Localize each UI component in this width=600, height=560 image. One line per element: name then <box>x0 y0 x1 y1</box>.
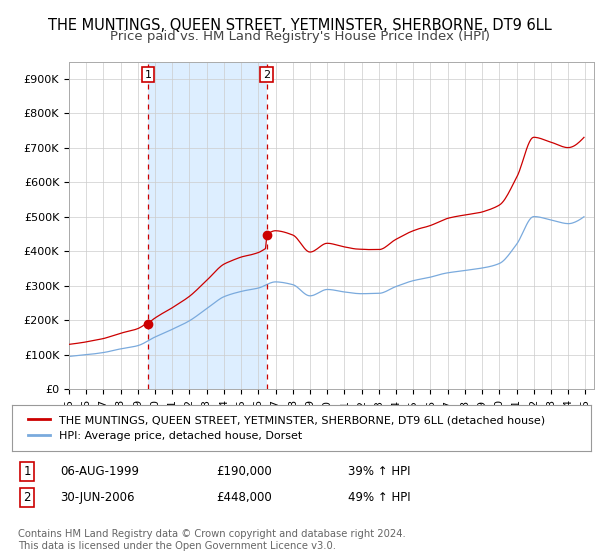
Text: 06-AUG-1999: 06-AUG-1999 <box>60 465 139 478</box>
Text: 2: 2 <box>263 69 271 80</box>
Text: 2: 2 <box>23 491 31 504</box>
Text: 39% ↑ HPI: 39% ↑ HPI <box>348 465 410 478</box>
Text: 1: 1 <box>23 465 31 478</box>
Bar <box>148 62 267 389</box>
Text: 1: 1 <box>145 69 151 80</box>
Text: £448,000: £448,000 <box>216 491 272 504</box>
Text: THE MUNTINGS, QUEEN STREET, YETMINSTER, SHERBORNE, DT9 6LL: THE MUNTINGS, QUEEN STREET, YETMINSTER, … <box>48 18 552 33</box>
Text: 49% ↑ HPI: 49% ↑ HPI <box>348 491 410 504</box>
Text: Contains HM Land Registry data © Crown copyright and database right 2024.
This d: Contains HM Land Registry data © Crown c… <box>18 529 406 551</box>
Text: 30-JUN-2006: 30-JUN-2006 <box>60 491 134 504</box>
Legend: THE MUNTINGS, QUEEN STREET, YETMINSTER, SHERBORNE, DT9 6LL (detached house), HPI: THE MUNTINGS, QUEEN STREET, YETMINSTER, … <box>23 410 550 445</box>
Text: £190,000: £190,000 <box>216 465 272 478</box>
Text: Price paid vs. HM Land Registry's House Price Index (HPI): Price paid vs. HM Land Registry's House … <box>110 30 490 43</box>
